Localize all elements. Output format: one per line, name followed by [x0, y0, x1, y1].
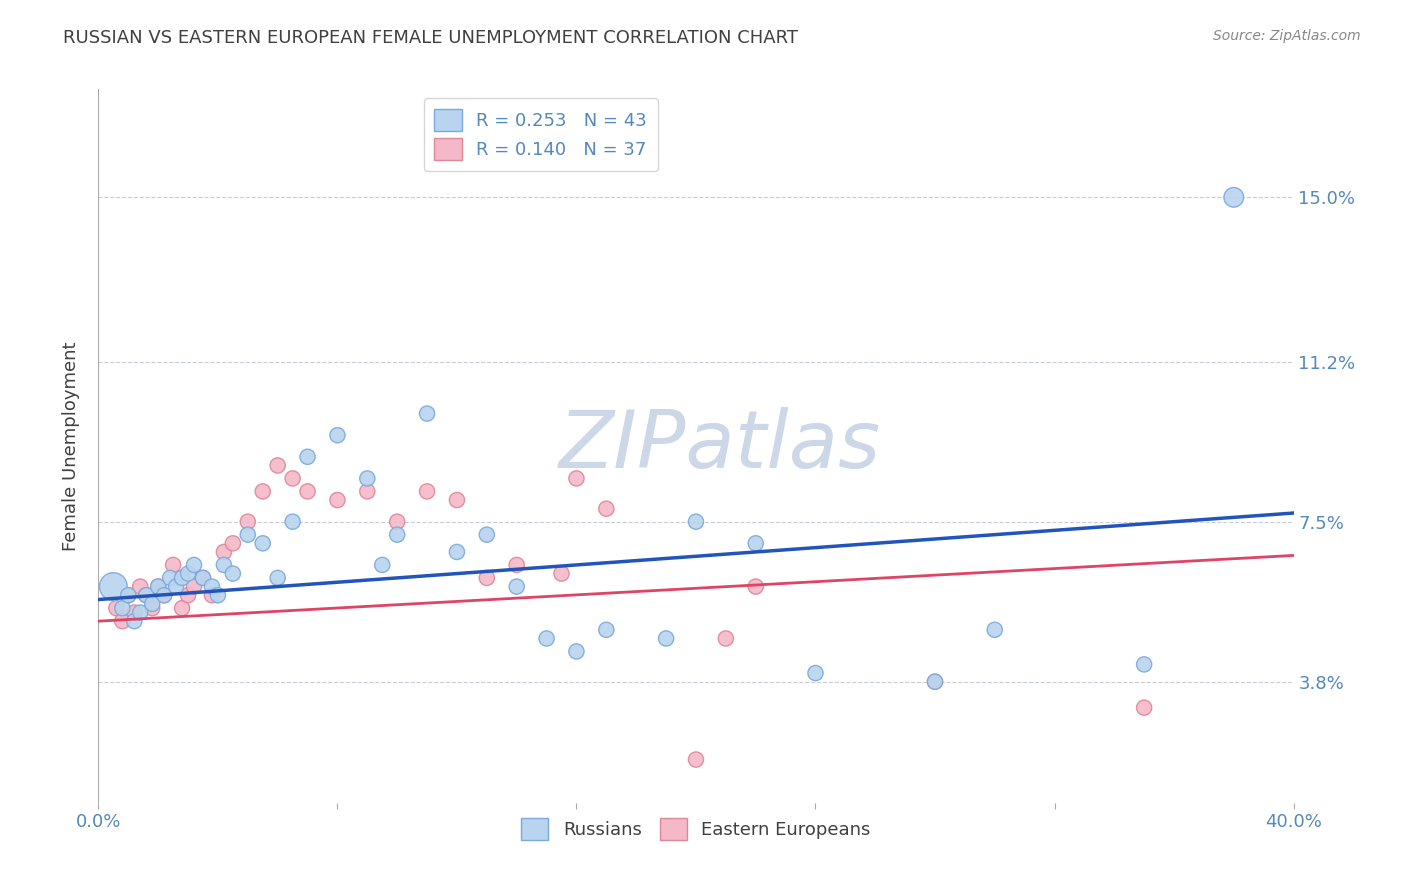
Point [655, 632, 678, 646]
Point [172, 571, 194, 585]
Point [148, 580, 170, 594]
Point [252, 536, 274, 550]
Point [595, 501, 617, 516]
Point [281, 471, 304, 485]
Point [356, 484, 378, 499]
Point [326, 493, 349, 508]
Point [297, 450, 319, 464]
Point [281, 515, 304, 529]
Point [148, 580, 170, 594]
Point [111, 614, 134, 628]
Point [297, 484, 319, 499]
Point [714, 632, 737, 646]
Point [222, 536, 245, 550]
Point [105, 601, 128, 615]
Point [252, 484, 274, 499]
Point [177, 566, 200, 581]
Point [267, 571, 290, 585]
Point [924, 674, 946, 689]
Point [385, 527, 409, 541]
Point [371, 558, 394, 572]
Point [191, 571, 214, 585]
Point [745, 580, 768, 594]
Point [111, 601, 134, 615]
Y-axis label: Female Unemployment: Female Unemployment [62, 342, 80, 550]
Point [446, 493, 468, 508]
Point [141, 601, 163, 615]
Point [356, 471, 378, 485]
Point [177, 588, 200, 602]
Point [191, 571, 214, 585]
Point [153, 588, 176, 602]
Point [183, 580, 205, 594]
Point [201, 588, 224, 602]
Text: ZIPatlas: ZIPatlas [558, 407, 882, 485]
Point [924, 674, 946, 689]
Point [129, 580, 152, 594]
Point [595, 623, 617, 637]
Point [385, 515, 409, 529]
Point [475, 527, 498, 541]
Point [117, 588, 139, 602]
Point [1223, 190, 1246, 204]
Point [153, 588, 176, 602]
Point [183, 558, 205, 572]
Point [124, 614, 146, 628]
Legend: Russians, Eastern Europeans: Russians, Eastern Europeans [515, 811, 877, 847]
Point [201, 580, 224, 594]
Point [212, 558, 235, 572]
Point [416, 407, 439, 421]
Text: Source: ZipAtlas.com: Source: ZipAtlas.com [1213, 29, 1361, 43]
Point [326, 428, 349, 442]
Point [1133, 657, 1156, 672]
Point [685, 753, 707, 767]
Point [685, 515, 707, 529]
Point [236, 515, 259, 529]
Point [165, 580, 187, 594]
Point [135, 588, 157, 602]
Point [416, 484, 439, 499]
Point [565, 471, 588, 485]
Point [162, 558, 184, 572]
Point [212, 545, 235, 559]
Point [1133, 700, 1156, 714]
Point [550, 566, 572, 581]
Point [141, 597, 163, 611]
Point [236, 527, 259, 541]
Point [129, 606, 152, 620]
Point [159, 571, 181, 585]
Point [222, 566, 245, 581]
Point [565, 644, 588, 658]
Point [135, 588, 157, 602]
Point [506, 558, 529, 572]
Point [506, 580, 529, 594]
Point [475, 571, 498, 585]
Point [446, 545, 468, 559]
Point [804, 666, 827, 681]
Point [103, 580, 125, 594]
Point [745, 536, 768, 550]
Text: RUSSIAN VS EASTERN EUROPEAN FEMALE UNEMPLOYMENT CORRELATION CHART: RUSSIAN VS EASTERN EUROPEAN FEMALE UNEMP… [63, 29, 799, 46]
Point [117, 588, 139, 602]
Point [984, 623, 1007, 637]
Point [207, 588, 229, 602]
Point [124, 606, 146, 620]
Point [172, 601, 194, 615]
Point [536, 632, 558, 646]
Point [267, 458, 290, 473]
